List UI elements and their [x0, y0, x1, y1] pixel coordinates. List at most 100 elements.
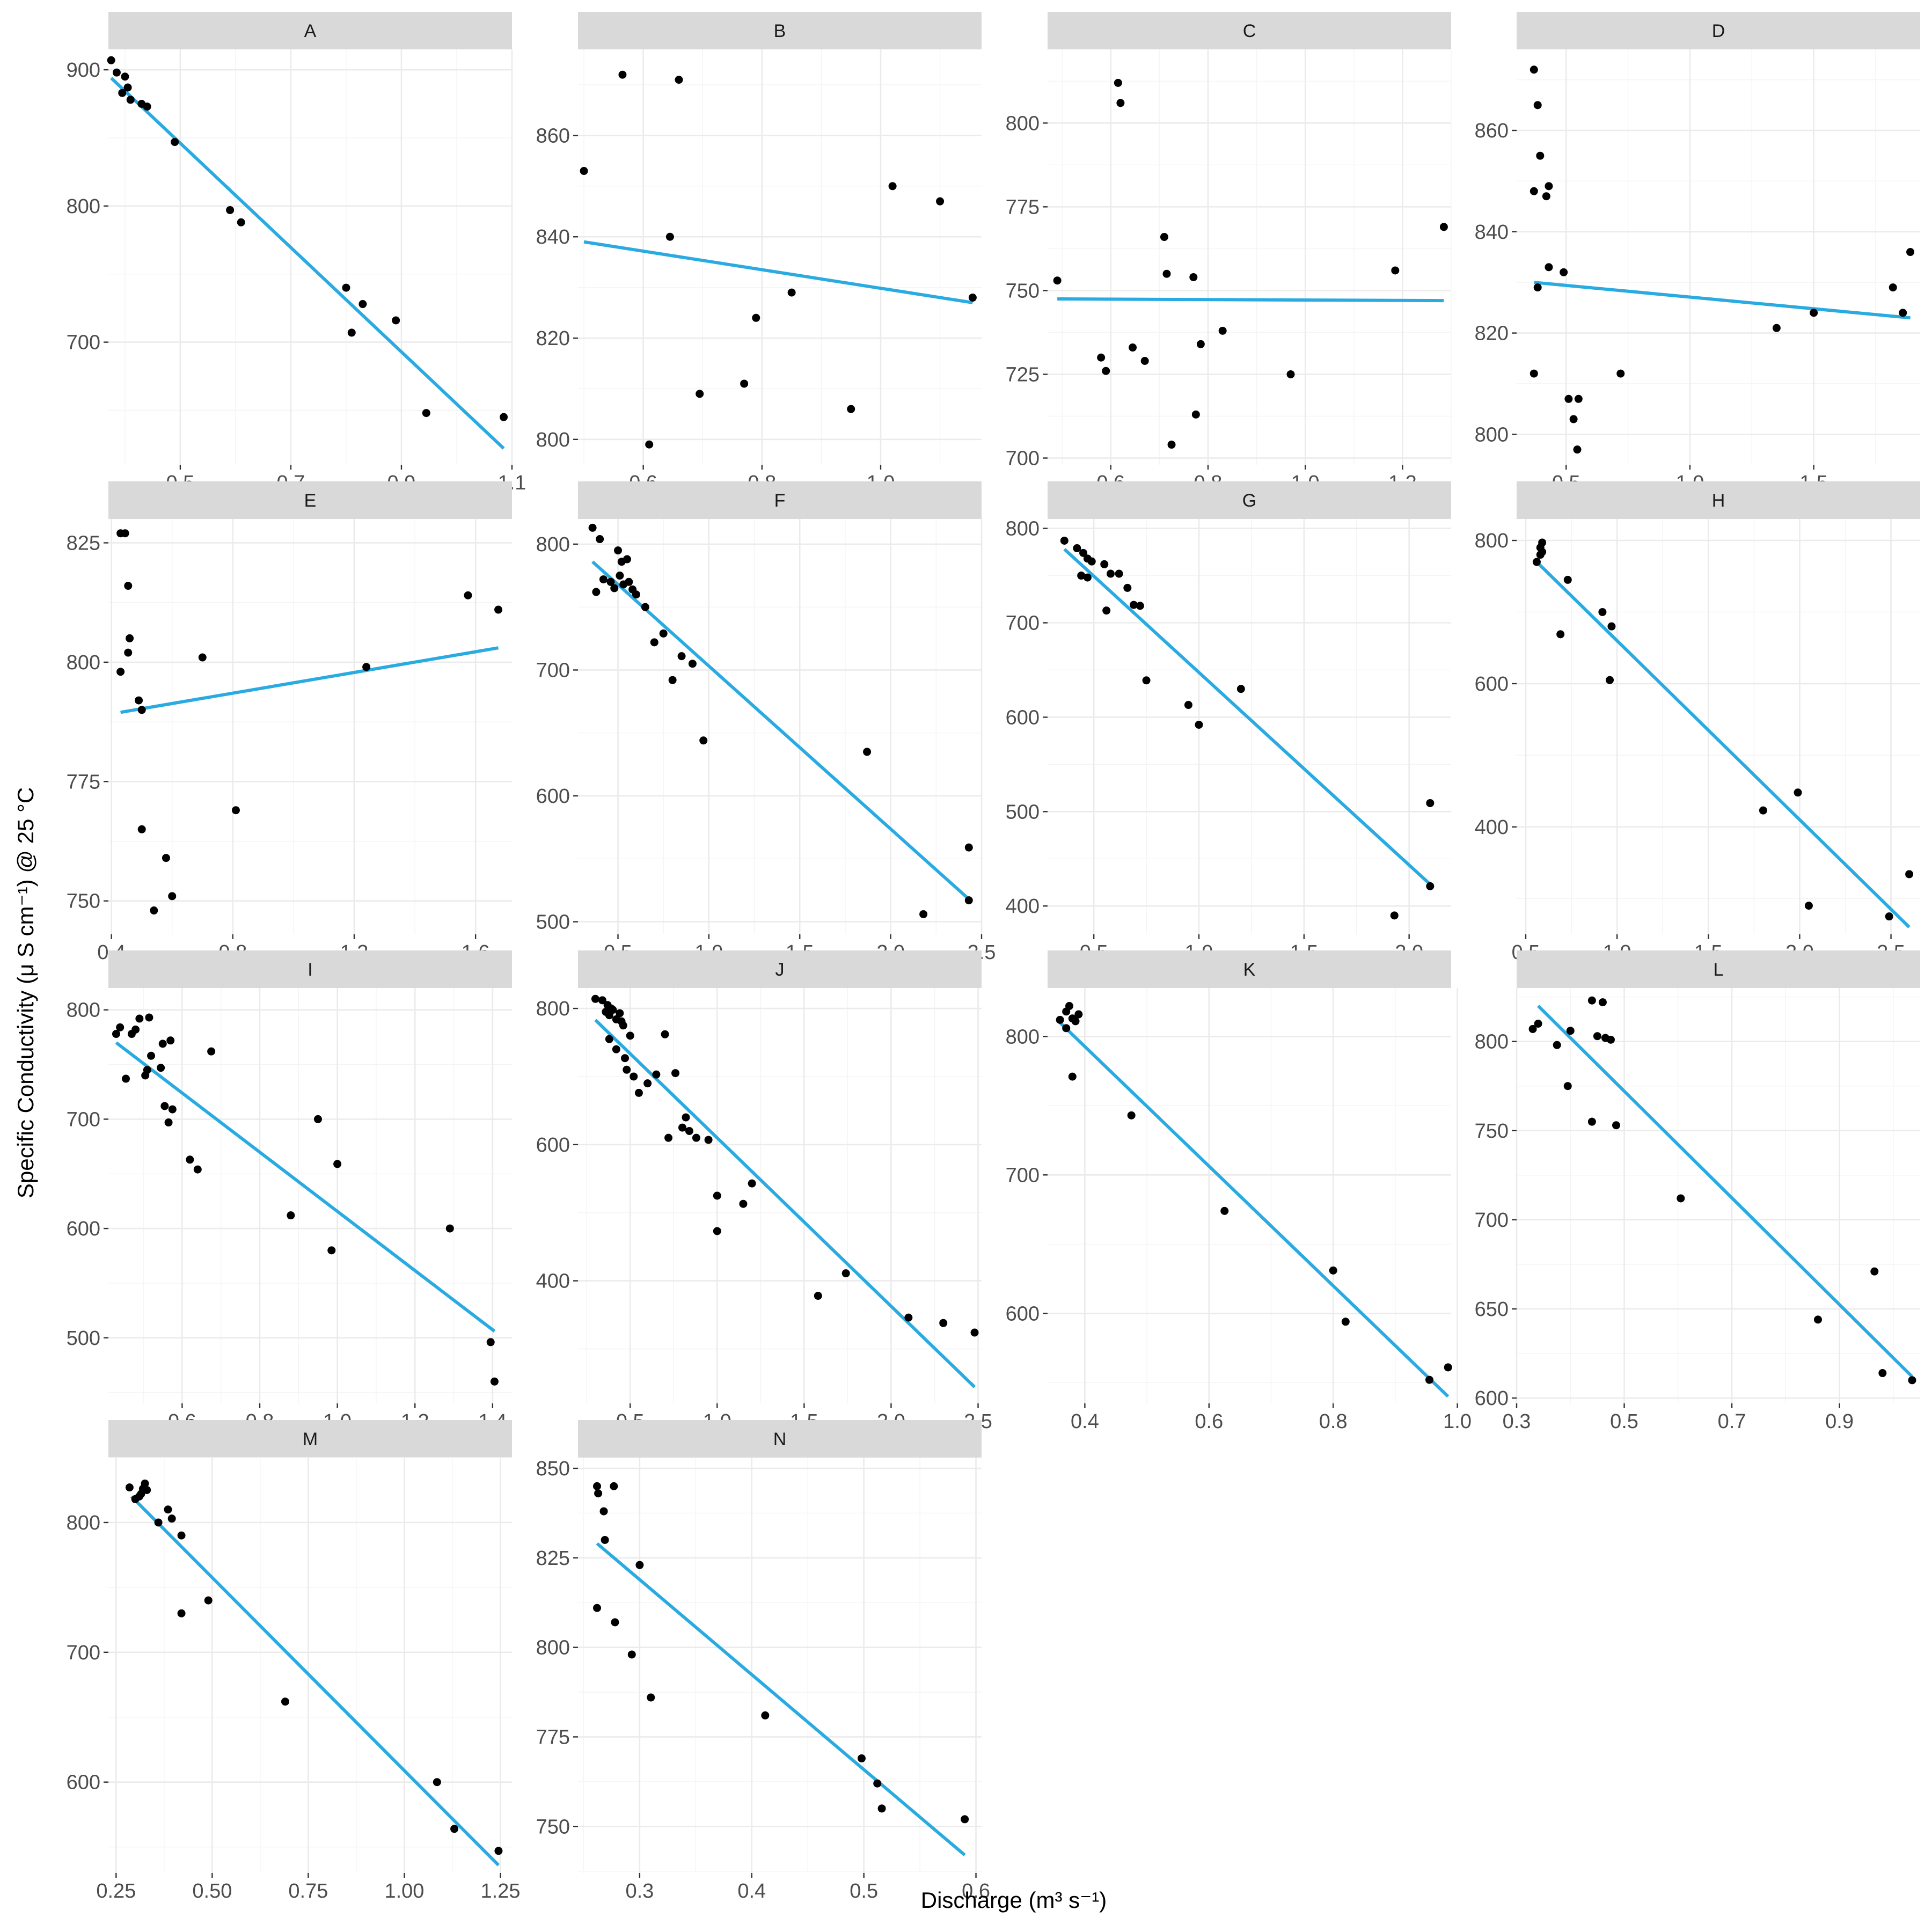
data-point [112, 68, 121, 77]
data-point [1123, 583, 1132, 592]
data-point [1390, 911, 1399, 920]
y-tick-label: 400 [1006, 895, 1040, 918]
plot-area [108, 49, 512, 465]
y-tick-label: 900 [67, 59, 100, 82]
data-point [609, 1006, 617, 1014]
data-point [685, 1126, 693, 1135]
data-point [1616, 369, 1625, 378]
x-tick-label: 1.0 [1443, 1410, 1472, 1433]
data-point [237, 218, 245, 226]
data-point [107, 56, 115, 64]
data-point [739, 1199, 748, 1208]
data-point [1195, 720, 1203, 729]
data-point [1587, 996, 1596, 1005]
data-point [599, 1507, 608, 1516]
data-point [1236, 685, 1245, 693]
data-point [162, 854, 170, 862]
data-point [688, 660, 697, 668]
data-point [1073, 544, 1081, 553]
y-tick-label: 700 [536, 659, 570, 682]
regression-line [1535, 560, 1911, 928]
data-point [675, 76, 683, 84]
x-tick-label: 0.5 [1610, 1410, 1638, 1433]
data-point [1574, 394, 1583, 403]
data-point [635, 1561, 644, 1569]
data-point [713, 1191, 721, 1200]
data-point [1534, 1019, 1542, 1028]
data-point [661, 1030, 669, 1038]
data-point [1102, 606, 1111, 615]
data-point [422, 409, 430, 418]
data-point [342, 283, 350, 292]
y-tick-label: 820 [536, 327, 570, 350]
x-tick-label: 0.5 [850, 1880, 878, 1902]
regression-line [130, 1495, 500, 1867]
data-point [445, 1224, 454, 1233]
data-point [614, 546, 623, 555]
x-tick-label: 0.4 [1071, 1410, 1099, 1433]
facet-strip-label: B [774, 21, 786, 41]
data-point [1885, 912, 1893, 921]
data-point [623, 1065, 631, 1074]
regression-line [120, 646, 499, 714]
data-point [580, 167, 588, 175]
data-point [904, 1313, 913, 1322]
x-tick-label: 0.6 [1195, 1410, 1223, 1433]
plot-area [578, 988, 982, 1403]
plot-area [578, 1458, 982, 1873]
data-point [1538, 538, 1547, 547]
regression-line [1057, 297, 1444, 303]
data-point [490, 1377, 499, 1386]
data-point [123, 83, 132, 92]
data-point [814, 1292, 822, 1300]
facet-panel-M: M 0.25 0.50 0.75 1.00 1.25 600 700 800 [67, 1420, 520, 1902]
data-point [1677, 1194, 1685, 1203]
data-point [186, 1155, 194, 1164]
data-point [1813, 1315, 1822, 1324]
data-point [1906, 248, 1915, 257]
data-point [1606, 676, 1614, 684]
y-tick-label: 850 [536, 1458, 570, 1480]
data-point [598, 996, 606, 1005]
data-point [970, 1328, 979, 1337]
data-point [141, 1479, 149, 1488]
data-point [147, 1051, 156, 1060]
data-point [787, 288, 796, 297]
data-point [645, 440, 654, 449]
facet-panel-B: B0.60.81.0800820840860 [536, 12, 982, 494]
regression-line [1063, 548, 1431, 885]
data-point [121, 72, 129, 81]
plot-area [578, 519, 982, 934]
data-point [632, 590, 640, 599]
data-point [124, 648, 133, 657]
data-point [1545, 182, 1553, 191]
data-point [592, 588, 601, 596]
y-tick-label: 840 [536, 226, 570, 248]
data-point [1542, 192, 1550, 201]
y-tick-label: 860 [536, 125, 570, 147]
data-point [1556, 630, 1565, 639]
data-point [1329, 1266, 1337, 1275]
data-point [1536, 151, 1545, 160]
data-point [961, 1815, 969, 1824]
facet-strip [108, 950, 512, 988]
data-point [1184, 701, 1192, 709]
y-tick-label: 800 [67, 652, 100, 674]
y-tick-label: 650 [1475, 1298, 1509, 1321]
data-point [1286, 370, 1295, 378]
y-tick-label: 600 [67, 1218, 100, 1240]
data-point [1529, 187, 1538, 195]
data-point [486, 1338, 495, 1346]
data-point [1097, 353, 1106, 362]
data-point [1908, 1376, 1916, 1385]
facet-panel-N: N 0.3 0.4 0.5 0.6 750 775 800 825 850 [536, 1420, 990, 1902]
data-point [964, 843, 973, 852]
plot-area [1517, 519, 1920, 934]
y-tick-label: 825 [536, 1547, 570, 1570]
data-point [118, 89, 127, 97]
data-point [616, 1009, 624, 1018]
plot-area [1517, 988, 1920, 1403]
data-point [1087, 557, 1096, 566]
data-point [682, 1113, 690, 1122]
data-point [740, 379, 749, 388]
